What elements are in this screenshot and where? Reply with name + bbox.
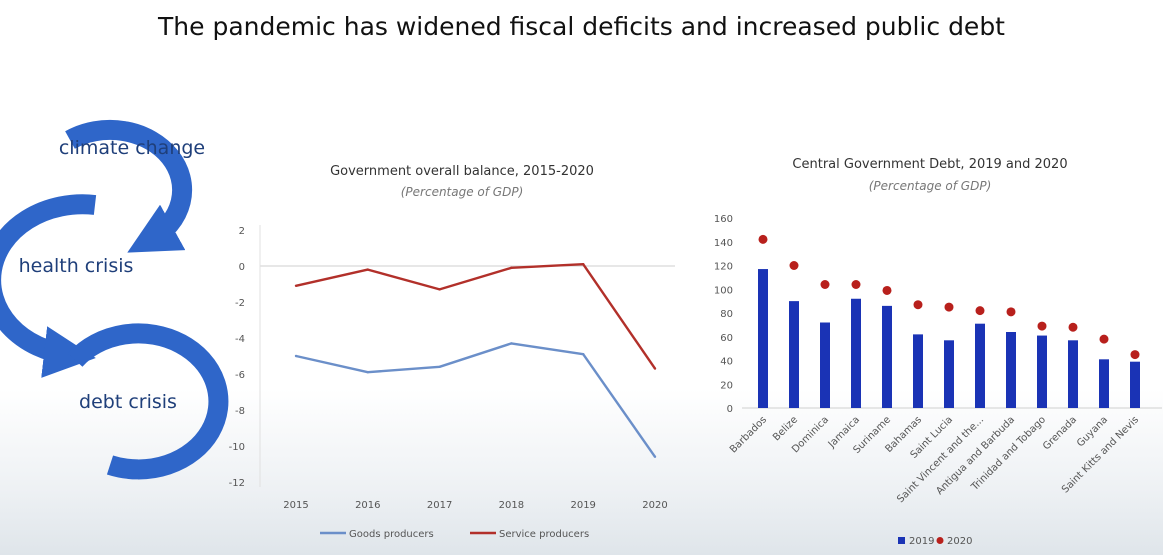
line-y-tick: -2	[235, 298, 245, 309]
line-y-tick: -10	[229, 442, 245, 453]
debt-bar-2019	[975, 323, 985, 408]
debt-bar-2019	[882, 305, 892, 408]
bar-y-tick: 120	[714, 262, 733, 273]
line-point	[438, 288, 441, 291]
line-x-tick: 2019	[570, 500, 595, 511]
debt-dot-2020	[913, 300, 923, 310]
line-point	[366, 268, 369, 271]
debt-dot-2020	[1037, 321, 1047, 331]
bar-chart-subtitle: (Percentage of GDP)	[869, 179, 992, 193]
bar-chart-title: Central Government Debt, 2019 and 2020	[792, 157, 1067, 172]
debt-dot-2020	[789, 261, 799, 270]
bar-y-tick: 80	[720, 309, 733, 320]
cycle-diagram: climate change health crisis debt crisis	[0, 119, 229, 480]
debt-bar-2019	[913, 334, 923, 408]
debt-dot-2020	[758, 234, 768, 244]
bar-x-tick: Grenada	[1041, 414, 1079, 452]
cycle-arrow-climate	[65, 119, 193, 253]
debt-bar-2019	[1099, 359, 1109, 408]
line-legend-label-1: Service producers	[499, 529, 589, 540]
debt-dot-2020	[944, 302, 954, 312]
debt-dot-2020	[1006, 307, 1016, 317]
line-point	[366, 371, 369, 374]
debt-dot-2020	[820, 280, 830, 289]
line-x-tick: 2015	[283, 500, 308, 511]
bar-x-tick: Belize	[771, 414, 800, 443]
bar-x-tick: Barbados	[728, 414, 769, 455]
debt-bar-2019	[1037, 335, 1047, 408]
line-point	[294, 354, 298, 358]
bar-y-tick: 0	[727, 404, 733, 415]
line-chart-title: Government overall balance, 2015-2020	[330, 164, 594, 179]
line-x-tick: 2018	[499, 500, 524, 511]
debt-bar-2019	[758, 269, 768, 408]
debt-bar-2019	[1068, 340, 1078, 408]
line-point	[438, 365, 441, 368]
bar-y-tick: 140	[714, 238, 733, 249]
line-y-tick: -8	[235, 406, 245, 417]
page-title: The pandemic has widened fiscal deficits…	[158, 12, 1005, 41]
cycle-arrow-debt	[67, 323, 229, 480]
debt-bar-2019	[820, 322, 830, 408]
line-y-tick: -12	[229, 478, 245, 489]
line-point	[582, 353, 585, 356]
line-x-tick: 2016	[355, 500, 380, 511]
debt-dot-2020	[975, 306, 985, 316]
line-x-tick: 2020	[642, 500, 667, 511]
line-y-tick: -6	[235, 370, 245, 381]
line-point	[294, 284, 298, 287]
line-y-tick: 2	[239, 226, 245, 237]
line-y-tick: 0	[239, 262, 245, 273]
debt-bar-2019	[1130, 361, 1140, 408]
cycle-label-climate: climate change	[59, 137, 205, 159]
line-y-tick: -4	[235, 334, 245, 345]
debt-bar-2019	[851, 298, 861, 408]
debt-bar-2019	[1006, 332, 1016, 408]
bar-legend-swatch-2020	[936, 537, 944, 544]
line-point	[510, 342, 513, 345]
bar-legend-label-2020: 2020	[947, 536, 972, 547]
line-point	[582, 263, 585, 266]
line-series-0	[295, 342, 656, 458]
line-chart-subtitle: (Percentage of GDP)	[401, 185, 524, 199]
cycle-label-debt: debt crisis	[79, 391, 177, 413]
line-point	[653, 455, 657, 458]
bar-legend-swatch-2019	[898, 537, 905, 544]
bar-y-tick: 60	[720, 333, 733, 344]
cycle-label-health: health crisis	[19, 255, 134, 277]
line-point	[510, 266, 513, 269]
line-series-1	[295, 263, 656, 370]
debt-bar-2019	[789, 301, 799, 408]
line-point	[653, 367, 657, 370]
bar-y-tick: 160	[714, 214, 733, 225]
debt-dot-2020	[882, 285, 892, 295]
bar-y-tick: 40	[720, 357, 733, 368]
debt-dot-2020	[1099, 334, 1109, 344]
debt-bar-2019	[944, 340, 954, 408]
debt-dot-2020	[851, 280, 861, 289]
line-x-tick: 2017	[427, 500, 452, 511]
line-legend-label-0: Goods producers	[349, 529, 434, 540]
debt-dot-2020	[1130, 350, 1140, 360]
cycle-arrow-health	[0, 194, 97, 378]
bar-y-tick: 20	[720, 380, 733, 391]
debt-dot-2020	[1068, 322, 1078, 332]
bar-y-tick: 100	[714, 285, 733, 296]
bar-legend-label-2019: 2019	[909, 536, 934, 547]
